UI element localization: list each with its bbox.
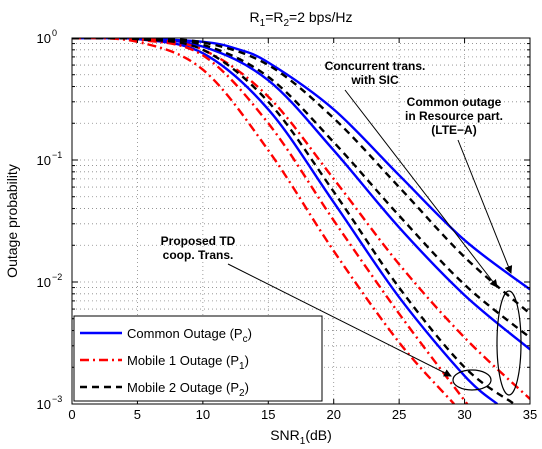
y-tick-exponent: −1	[52, 150, 62, 160]
annotation-common-line2: in Resource part.	[405, 109, 503, 123]
annotation-arrow	[344, 89, 498, 288]
annotation-common-line1: Common outage	[407, 95, 502, 109]
highlight-ellipse	[452, 369, 492, 391]
annotation-proposed-line2: coop. Trans.	[163, 248, 234, 262]
y-tick-label: 10	[37, 397, 51, 412]
x-tick-label: 15	[261, 407, 275, 422]
annotation-arrow	[457, 139, 513, 274]
legend: Common Outage (Pc) Mobile 1 Outage (P1) Mo…	[73, 315, 323, 402]
series-line	[72, 38, 530, 315]
y-tick-label: 10	[37, 275, 51, 290]
y-tick-label: 10	[37, 153, 51, 168]
x-tick-label: 30	[457, 407, 471, 422]
legend-label: Mobile 2 Outage (P2)	[127, 380, 249, 399]
annotation-arrow	[227, 263, 452, 377]
x-tick-label: 0	[68, 407, 75, 422]
annotation-concurrent-line1: Concurrent trans.	[325, 59, 426, 73]
x-tick-label: 35	[523, 407, 537, 422]
legend-label: Mobile 1 Outage (P1)	[127, 353, 249, 372]
annotation-proposed-td: Proposed TD coop. Trans.	[161, 234, 452, 377]
y-tick-label: 10	[37, 31, 51, 46]
annotation-proposed-line1: Proposed TD	[161, 234, 236, 248]
annotation-concurrent-sic: Concurrent trans. with SIC	[325, 59, 498, 288]
x-tick-label: 25	[392, 407, 406, 422]
highlight-ellipse	[496, 290, 522, 396]
y-tick-exponent: −2	[52, 272, 62, 282]
x-tick-label: 20	[326, 407, 340, 422]
plot-frame	[71, 37, 531, 405]
x-tick-label: 10	[196, 407, 210, 422]
annotation-common-outage: Common outage in Resource part. (LTE−A)	[405, 95, 513, 274]
series-line	[72, 38, 469, 404]
x-tick-label: 5	[134, 407, 141, 422]
y-tick-exponent: 0	[52, 28, 57, 38]
legend-label: Common Outage (Pc)	[127, 326, 252, 345]
x-axis-label: SNR1(dB)	[270, 427, 332, 447]
annotation-concurrent-line2: with SIC	[350, 73, 399, 87]
series-layer	[72, 38, 530, 404]
y-tick-exponent: −3	[52, 394, 62, 404]
chart-title: R1=R2=2 bps/Hz	[250, 9, 353, 29]
annotation-common-line3: (LTE−A)	[431, 123, 476, 137]
y-axis-label: Outage probability	[4, 164, 20, 278]
series-line	[72, 38, 530, 400]
legend-box	[73, 315, 323, 402]
